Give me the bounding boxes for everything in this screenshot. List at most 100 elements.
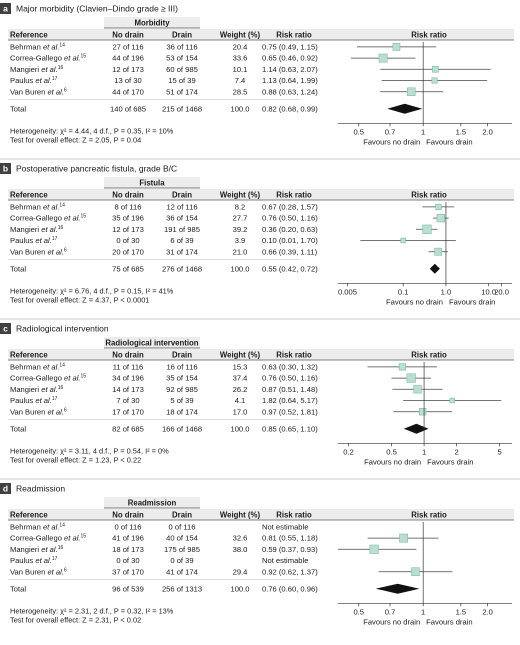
study-weight: 15.3 [233, 363, 248, 372]
total-drain: 256 of 1313 [162, 584, 202, 593]
pooled-diamond [375, 583, 420, 594]
study-reference: Correa-Gallego et al.15 [10, 214, 86, 223]
study-risk-ratio: 0.67 (0.28, 1.57) [262, 203, 318, 212]
panel-title: Major morbidity (Clavien–Dindo grade ≥ I… [16, 4, 178, 14]
study-reference: Van Buren et al.6 [10, 87, 67, 96]
study-drain: 12 of 116 [166, 203, 197, 212]
group-header: Radiological intervention [105, 338, 198, 347]
panel-letter-badge [0, 483, 11, 494]
x-tick-label: 0.005 [338, 287, 357, 296]
plot-header: Risk ratio [411, 30, 447, 39]
favours-right-label: Favours drain [427, 457, 473, 466]
study-row: Correa-Gallego et al.15 35 of 196 36 of 15… [10, 214, 449, 223]
study-weight: 33.6 [233, 54, 248, 63]
total-risk-ratio: 0.55 (0.42, 0.72) [262, 264, 318, 273]
total-weight: 100.0 [230, 264, 249, 273]
favours-left-label: Favours no drain [363, 617, 420, 626]
column-header-band [8, 189, 514, 200]
study-reference: Mangieri et al.16 [10, 65, 63, 74]
study-risk-ratio: 0.97 (0.52, 1.81) [262, 407, 318, 416]
col-header-reference: Reference [10, 510, 48, 519]
x-tick-label: 0.1 [398, 287, 409, 296]
study-risk-ratio: 0.92 (0.62, 1.37) [262, 567, 318, 576]
study-no-drain: 0 of 30 [116, 556, 139, 565]
study-row: Paulus et al.17 13 of 30 15 of 39 7.4 1.13 (… [10, 76, 488, 85]
total-no-drain: 96 of 539 [112, 584, 144, 593]
column-header-band [8, 509, 514, 520]
col-header-risk-ratio: Risk ratio [276, 510, 312, 519]
col-header-no-drain: No drain [112, 190, 144, 199]
study-reference: Van Buren et al.6 [10, 247, 67, 256]
point-estimate-marker [434, 247, 443, 256]
study-row: Behrman et al.14 8 of 116 12 of 116 8.2 0.67… [10, 203, 455, 212]
group-header: Fistula [139, 178, 165, 187]
total-weight: 100.0 [230, 104, 249, 113]
study-drain: 40 of 154 [166, 534, 198, 543]
total-no-drain: 75 of 685 [112, 264, 144, 273]
study-drain: 60 of 985 [166, 65, 198, 74]
study-row: Mangieri et al.16 12 of 173 191 of 985 39.2… [10, 224, 438, 234]
study-row: Mangieri et al.16 18 of 173 175 of 985 38.0… [10, 544, 417, 554]
panel-title: Readmission [16, 484, 65, 494]
study-no-drain: 8 of 116 [115, 203, 142, 212]
point-estimate-marker [400, 237, 406, 244]
study-weight: 28.5 [233, 87, 248, 96]
total-label: Total [10, 584, 26, 593]
study-row: Van Buren et al.6 20 of 170 31 of 174 21.0 0… [10, 247, 448, 256]
panel-title: Radiological intervention [16, 324, 109, 334]
study-reference: Paulus et al.17 [10, 556, 58, 565]
plot-header: Risk ratio [411, 510, 447, 519]
total-label: Total [10, 104, 26, 113]
panel-letter-badge [0, 3, 11, 14]
study-weight: 17.0 [233, 407, 248, 416]
study-reference: Paulus et al.17 [10, 236, 58, 245]
x-tick-label: 0.7 [385, 607, 396, 616]
heterogeneity-text: Heterogeneity: χ² = 3.11, 4 d.f., P = 0.… [10, 446, 169, 455]
col-header-reference: Reference [10, 190, 48, 199]
study-drain: 6 of 39 [170, 236, 193, 245]
point-estimate-marker [378, 53, 388, 63]
study-no-drain: 0 of 116 [115, 523, 142, 532]
study-risk-ratio: 0.59 (0.37, 0.93) [262, 545, 318, 554]
group-header-band [104, 337, 200, 348]
study-weight: 38.0 [233, 545, 248, 554]
x-tick-label: 1 [421, 607, 425, 616]
study-no-drain: 0 of 30 [116, 236, 139, 245]
study-no-drain: 14 of 173 [112, 385, 144, 394]
study-reference: Van Buren et al.6 [10, 407, 67, 416]
col-header-drain: Drain [172, 30, 192, 39]
x-tick-label: 1.5 [456, 127, 467, 136]
study-drain: 18 of 174 [166, 407, 198, 416]
study-no-drain: 44 of 196 [112, 54, 144, 63]
study-row: Paulus et al.17 7 of 30 5 of 39 4.1 1.82 (0.… [10, 396, 502, 405]
study-row: Correa-Gallego et al.15 44 of 196 53 of 15… [10, 53, 416, 63]
study-weight: 3.9 [235, 236, 246, 245]
total-risk-ratio: 0.82 (0.68, 0.99) [262, 104, 318, 113]
panel-d: d Readmission Readmission Reference No drain… [0, 483, 514, 626]
study-reference: Mangieri et al.16 [10, 545, 63, 554]
favours-left-label: Favours no drain [363, 137, 420, 146]
total-no-drain: 140 of 685 [110, 104, 146, 113]
study-reference: Correa-Gallego et al.15 [10, 534, 86, 543]
heterogeneity-text: Heterogeneity: χ² = 4.44, 4 d.f., P = 0.… [10, 126, 174, 135]
study-row: Van Buren et al.6 44 of 170 51 of 174 28.5 0… [10, 87, 444, 96]
study-weight: 10.1 [233, 65, 248, 74]
study-drain: 36 of 116 [166, 43, 197, 52]
total-drain: 276 of 1468 [162, 264, 202, 273]
study-row: Mangieri et al.16 14 of 173 92 of 985 26.2 0… [10, 385, 443, 394]
x-tick-label: 0.7 [385, 127, 396, 136]
study-no-drain: 34 of 196 [112, 374, 144, 383]
panel-letter: c [3, 324, 8, 334]
study-no-drain: 27 of 116 [112, 43, 143, 52]
col-header-risk-ratio: Risk ratio [276, 190, 312, 199]
study-drain: 53 of 154 [166, 54, 198, 63]
study-reference: Behrman et al.14 [10, 523, 65, 532]
panel-a: a Major morbidity (Clavien–Dindo grade ≥ … [0, 3, 514, 146]
x-tick-label: 20.0 [494, 287, 509, 296]
point-estimate-marker [398, 363, 406, 371]
col-header-drain: Drain [172, 510, 192, 519]
study-row: Mangieri et al.16 12 of 173 60 of 985 10.1 1… [10, 65, 491, 74]
study-weight: 4.1 [235, 396, 246, 405]
group-header: Readmission [128, 498, 177, 507]
study-row: Paulus et al.17 0 of 30 6 of 39 3.9 0.10 (0.… [10, 236, 456, 245]
